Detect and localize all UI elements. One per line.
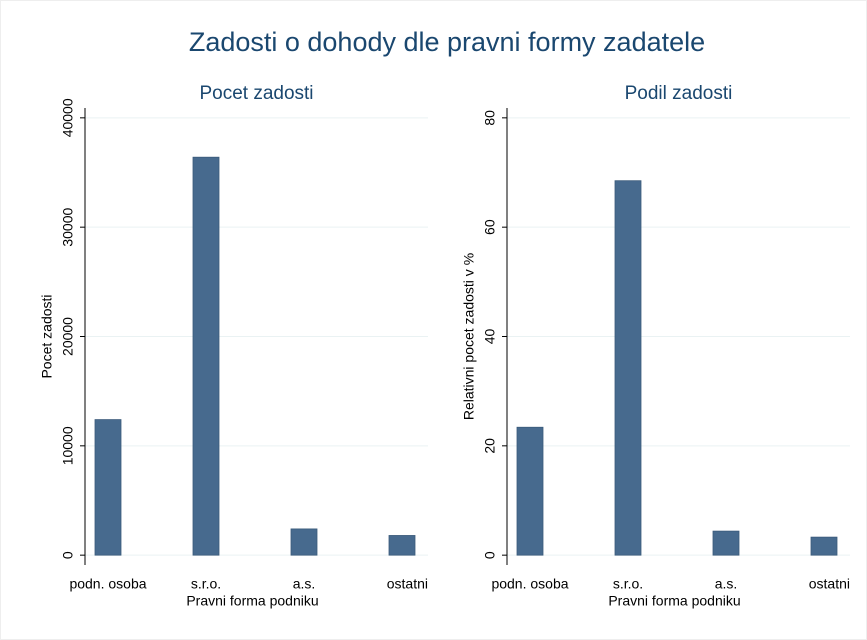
y-tick-label: 30000 (60, 207, 76, 246)
bar (94, 419, 122, 556)
y-tick-label: 60 (482, 219, 498, 235)
chart-title: Zadosti o dohody dle pravni formy zadate… (189, 27, 705, 57)
x-tick-label: ostatni (809, 576, 850, 592)
bar (614, 180, 642, 556)
y-tick-label: 10000 (60, 426, 76, 465)
y-tick-label: 0 (482, 551, 498, 559)
bar (810, 536, 838, 556)
y-tick-label: 40 (482, 329, 498, 345)
y-tick-label: 40000 (60, 98, 76, 137)
bar (516, 426, 544, 556)
x-axis-label: Pravni forma podniku (608, 593, 740, 609)
x-tick-label: s.r.o. (613, 576, 643, 592)
y-tick-label: 20000 (60, 317, 76, 356)
y-tick-label: 80 (482, 110, 498, 126)
bar (290, 528, 318, 556)
y-tick-label: 0 (60, 551, 76, 559)
subplot-title: Podil zadosti (625, 83, 733, 104)
x-axis-label: Pravni forma podniku (186, 593, 318, 609)
x-tick-label: podn. osoba (491, 576, 568, 592)
x-tick-label: ostatni (387, 576, 428, 592)
y-axis-label: Pocet zadosti (39, 294, 55, 378)
subplot-title: Pocet zadosti (199, 83, 313, 104)
bar (388, 535, 416, 556)
x-tick-label: a.s. (715, 576, 738, 592)
x-tick-label: a.s. (293, 576, 316, 592)
x-tick-label: podn. osoba (69, 576, 146, 592)
y-axis-label: Relativni pocet zadosti v % (461, 253, 477, 420)
bar (192, 156, 220, 556)
x-tick-label: s.r.o. (191, 576, 221, 592)
y-tick-label: 20 (482, 438, 498, 454)
bar (712, 530, 740, 556)
